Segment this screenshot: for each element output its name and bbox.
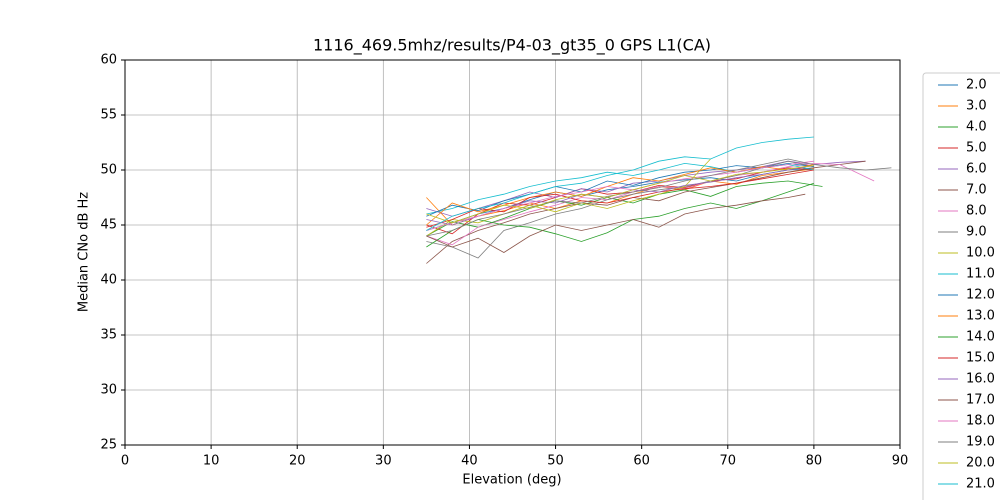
- x-tick-label: 30: [375, 454, 392, 469]
- legend-label: 2.0: [966, 78, 987, 93]
- y-axis-label: Median CNo dB Hz: [77, 192, 92, 312]
- x-tick-label: 40: [461, 454, 478, 469]
- series-line: [426, 160, 814, 231]
- chart-title: 1116_469.5mhz/results/P4-03_gt35_0 GPS L…: [313, 36, 711, 56]
- y-tick-label: 50: [100, 163, 117, 178]
- x-tick-label: 50: [547, 454, 564, 469]
- x-axis-label: Elevation (deg): [462, 473, 561, 488]
- x-tick-label: 10: [203, 454, 220, 469]
- lines: [426, 136, 892, 264]
- legend-label: 6.0: [966, 162, 987, 177]
- legend-label: 15.0: [966, 351, 995, 366]
- series-line: [426, 168, 814, 226]
- legend-label: 10.0: [966, 246, 995, 261]
- x-tick-label: 70: [720, 454, 737, 469]
- x-tick-label: 80: [806, 454, 823, 469]
- legend-label: 9.0: [966, 225, 987, 240]
- series-line: [426, 160, 814, 259]
- y-tick-label: 40: [100, 273, 117, 288]
- series-line: [426, 182, 815, 248]
- y-tick-label: 60: [100, 53, 117, 68]
- series-line: [426, 180, 823, 237]
- series-line: [426, 169, 814, 228]
- x-tick-label: 90: [892, 454, 909, 469]
- axes: 0 10 20 30 40 50 60 70 80 90 25 30 35 40 45 50 55 60: [100, 53, 908, 469]
- x-tick-label: 0: [121, 454, 129, 469]
- series-line: [426, 162, 875, 246]
- y-tick-label: 35: [100, 328, 117, 343]
- legend-label: 8.0: [966, 204, 987, 219]
- legend-label: 16.0: [966, 372, 995, 387]
- y-tick-label: 45: [100, 218, 117, 233]
- legend-label: 21.0: [966, 477, 995, 492]
- y-tick-label: 30: [100, 383, 117, 398]
- legend-label: 19.0: [966, 435, 995, 450]
- x-tick-label: 60: [633, 454, 650, 469]
- legend-label: 20.0: [966, 456, 995, 471]
- legend-label: 13.0: [966, 309, 995, 324]
- series-line: [426, 136, 814, 231]
- legend-label: 5.0: [966, 141, 987, 156]
- legend-label: 11.0: [966, 267, 995, 282]
- legend: 2.0 3.0 4.0 5.0 6.0 7.0 8.0 9.0 10.0 11.0 12.0 13.0…: [938, 78, 995, 492]
- legend-label: 3.0: [966, 99, 987, 114]
- legend-box: [922, 72, 1000, 500]
- x-tick-label: 20: [289, 454, 306, 469]
- series-line: [426, 158, 711, 237]
- plot-frame: [124, 59, 901, 446]
- legend-label: 4.0: [966, 120, 987, 135]
- grid: [124, 59, 901, 446]
- series-line: [426, 165, 814, 224]
- legend-label: 12.0: [966, 288, 995, 303]
- series-line: [426, 164, 814, 226]
- series-line: [426, 158, 892, 237]
- y-tick-label: 55: [100, 108, 117, 123]
- series-line: [426, 193, 806, 253]
- series-line: [426, 162, 814, 217]
- legend-label: 17.0: [966, 393, 995, 408]
- series-line: [426, 165, 814, 226]
- legend-label: 18.0: [966, 414, 995, 429]
- legend-label: 14.0: [966, 330, 995, 345]
- y-tick-label: 25: [100, 438, 117, 453]
- legend-label: 7.0: [966, 183, 987, 198]
